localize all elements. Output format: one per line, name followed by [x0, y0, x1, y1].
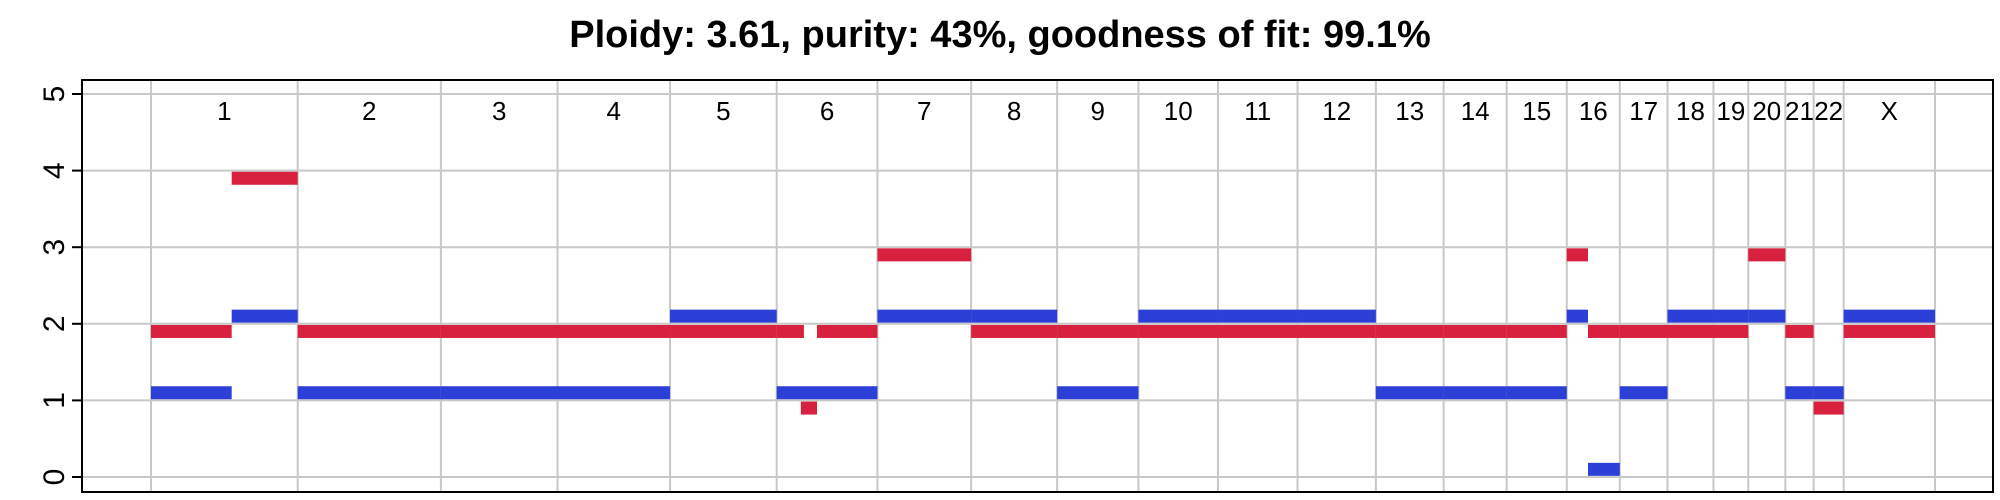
chromosome-label: 6 — [820, 96, 834, 126]
major-segment — [1566, 248, 1588, 262]
y-tick-label: 3 — [38, 239, 71, 256]
minor-segment — [1138, 309, 1218, 323]
minor-segment — [1297, 309, 1376, 323]
chromosome-label: 15 — [1522, 96, 1551, 126]
plot-frame — [81, 79, 1994, 493]
major-segment — [800, 401, 817, 415]
chromosome-label: 11 — [1244, 96, 1271, 126]
chromosome-label: 18 — [1676, 96, 1705, 126]
chromosome-label: 16 — [1579, 96, 1608, 126]
chromosome-label: 7 — [917, 96, 931, 126]
major-segment — [816, 324, 878, 338]
major-segment — [1843, 324, 1935, 338]
minor-segment — [151, 386, 232, 400]
major-segment — [670, 324, 777, 338]
major-segment — [1057, 324, 1139, 338]
chromosome-label: 8 — [1007, 96, 1021, 126]
minor-segment — [231, 309, 298, 323]
y-tick-label: 2 — [38, 315, 71, 332]
chromosome-label: 19 — [1716, 96, 1745, 126]
chromosome-label: 20 — [1752, 96, 1781, 126]
chromosome-label: 13 — [1395, 96, 1424, 126]
chromosome-label: 4 — [607, 96, 621, 126]
minor-segment — [1057, 386, 1139, 400]
major-segment — [297, 324, 441, 338]
major-segment — [1443, 324, 1507, 338]
minor-segment — [1813, 386, 1844, 400]
chromosome-label: 9 — [1091, 96, 1105, 126]
major-segment — [1785, 324, 1814, 338]
minor-segment — [1619, 386, 1668, 400]
major-segment — [1667, 324, 1714, 338]
chromosome-label: 21 — [1785, 96, 1814, 126]
major-segment — [1217, 324, 1298, 338]
major-segment — [557, 324, 671, 338]
major-segment — [1619, 324, 1668, 338]
chromosome-label: 17 — [1629, 96, 1658, 126]
minor-segment — [1587, 462, 1620, 476]
major-segment — [776, 324, 804, 338]
minor-segment — [877, 309, 972, 323]
minor-segment — [1217, 309, 1298, 323]
major-segment — [971, 324, 1058, 338]
major-segment — [1297, 324, 1376, 338]
minor-segment — [971, 309, 1058, 323]
chart-title: Ploidy: 3.61, purity: 43%, goodness of f… — [569, 14, 1431, 56]
chromosome-label: 10 — [1164, 96, 1193, 126]
minor-segment — [440, 386, 558, 400]
minor-segment — [670, 309, 777, 323]
major-segment — [440, 324, 558, 338]
major-segment — [1748, 248, 1786, 262]
y-tick-label: 1 — [38, 392, 71, 409]
major-segment — [877, 248, 972, 262]
chromosome-label: 12 — [1322, 96, 1351, 126]
chromosome-label: 14 — [1461, 96, 1490, 126]
minor-segment — [1667, 309, 1714, 323]
chromosome-label: X — [1881, 96, 1898, 126]
minor-segment — [1566, 309, 1588, 323]
y-tick-label: 0 — [38, 469, 71, 486]
major-segment — [1713, 324, 1749, 338]
minor-segment — [1785, 386, 1814, 400]
major-segment — [1813, 401, 1844, 415]
chromosome-label: 2 — [362, 96, 376, 126]
chromosome-label: 3 — [492, 96, 506, 126]
minor-segment — [1748, 309, 1786, 323]
minor-segment — [1713, 309, 1749, 323]
major-segment — [1506, 324, 1567, 338]
major-segment — [1138, 324, 1218, 338]
minor-segment — [297, 386, 441, 400]
minor-segment — [1843, 309, 1935, 323]
major-segment — [151, 324, 232, 338]
major-segment — [1587, 324, 1620, 338]
minor-segment — [1375, 386, 1444, 400]
y-tick-label: 5 — [38, 86, 71, 103]
minor-segment — [557, 386, 671, 400]
y-tick-label: 4 — [38, 162, 71, 179]
major-segment — [231, 171, 298, 185]
chromosome-label: 1 — [217, 96, 231, 126]
chromosome-label: 5 — [716, 96, 730, 126]
minor-segment — [776, 386, 878, 400]
minor-segment — [1443, 386, 1507, 400]
major-segment — [1375, 324, 1444, 338]
minor-segment — [1506, 386, 1567, 400]
chromosome-label: 22 — [1814, 96, 1843, 126]
